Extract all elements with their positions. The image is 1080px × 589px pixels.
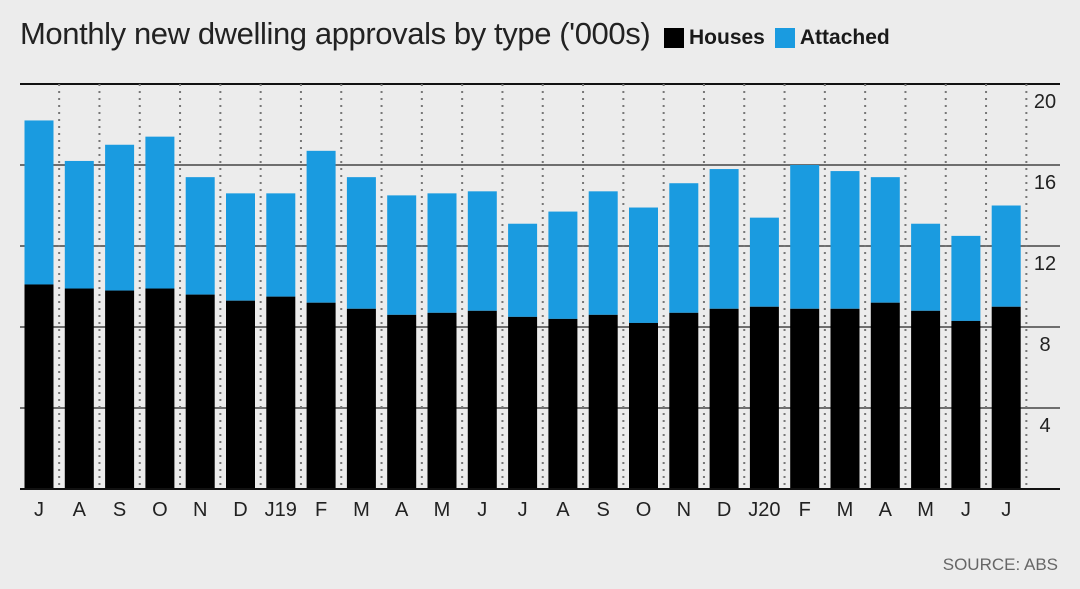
bar-houses-5 [226,300,255,489]
bar-attached-10 [427,193,457,313]
bar-houses-0 [24,284,54,489]
y-tick-label: 4 [1039,415,1050,437]
bar-attached-22 [911,223,941,311]
bar-houses-13 [548,318,578,489]
bar-attached-3 [145,136,175,289]
bar-houses-10 [427,312,457,489]
x-tick-label: M [434,499,451,521]
bar-houses-6 [266,296,296,489]
x-tick-label: J [518,499,528,521]
x-tick-label: S [113,499,126,521]
x-tick-label: D [717,499,731,521]
x-tick-label: A [879,499,893,521]
bar-attached-1 [64,160,94,289]
x-tick-label: A [556,499,570,521]
x-tick-label: O [152,499,168,521]
x-tick-label: J [34,499,44,521]
x-tick-label: A [73,499,87,521]
x-tick-label: O [636,499,652,521]
bar-attached-7 [306,150,336,303]
bar-attached-5 [226,193,255,301]
x-tick-label: M [837,499,854,521]
bar-attached-16 [669,183,699,313]
bar-houses-12 [508,316,538,489]
bar-attached-20 [830,171,860,309]
chart-title: Monthly new dwelling approvals by type (… [20,16,651,51]
y-tick-label: 8 [1039,334,1050,356]
legend-item-attached: Attached [774,26,890,50]
bar-houses-4 [185,294,215,489]
bar-attached-4 [185,177,215,295]
stacked-bar-chart: J A S O N D J19 F M A M J J A S O N D J20 F M A M J J 4 8 12 16 20 [20,83,1060,521]
bar-attached-9 [387,195,417,315]
bar-houses-3 [145,288,175,489]
source-note: SOURCE: ABS [942,555,1058,574]
x-tick-label: J19 [265,499,297,521]
bar-houses-20 [830,308,860,489]
x-tick-label: A [395,499,409,521]
x-tick-label: J [961,499,971,521]
bar-attached-12 [508,223,538,317]
legend-item-houses: Houses [664,26,765,50]
bar-houses-7 [306,302,336,489]
x-tick-label: F [799,499,811,521]
bar-attached-0 [24,120,54,285]
legend: Houses Attached [664,26,900,50]
bar-attached-23 [951,235,981,321]
x-tick-label: J20 [748,499,780,521]
bar-houses-1 [64,288,94,489]
bar-attached-18 [749,217,779,307]
legend-swatch-attached [774,28,795,48]
bar-attached-21 [870,177,900,303]
bar-houses-22 [911,310,941,489]
legend-label-attached: Attached [799,26,890,49]
bar-houses-21 [870,302,900,489]
bar-attached-13 [548,211,578,319]
bar-houses-8 [346,308,376,489]
legend-label-houses: Houses [689,26,765,49]
bar-houses-24 [991,306,1021,489]
bar-houses-17 [709,308,739,489]
bar-attached-2 [105,144,135,291]
bar-houses-2 [105,290,135,489]
bar-attached-8 [346,177,376,309]
x-tick-label: M [917,499,934,521]
legend-swatch-houses [664,28,684,48]
x-tick-label: J [477,499,487,521]
bar-houses-23 [951,320,981,489]
x-tick-label: D [233,499,247,521]
bar-attached-11 [467,191,497,311]
bar-houses-11 [467,310,497,489]
y-tick-label: 20 [1034,91,1056,113]
y-tick-label: 12 [1034,253,1056,275]
y-tick-label: 16 [1034,172,1056,194]
bar-houses-16 [669,312,699,489]
x-tick-label: F [315,499,327,521]
bar-attached-24 [991,205,1021,307]
bar-attached-15 [629,207,658,323]
bar-attached-17 [709,169,739,309]
bar-attached-6 [266,193,296,297]
bar-houses-9 [387,314,417,489]
x-tick-label: M [353,499,370,521]
x-tick-label: N [677,499,691,521]
x-tick-label: N [193,499,207,521]
bar-attached-14 [588,191,618,315]
bar-attached-19 [790,165,820,309]
x-tick-label: S [597,499,610,521]
bar-houses-19 [790,308,820,489]
bar-houses-18 [749,306,779,489]
bar-houses-15 [629,322,658,489]
bar-houses-14 [588,314,618,489]
x-tick-label: J [1001,499,1011,521]
